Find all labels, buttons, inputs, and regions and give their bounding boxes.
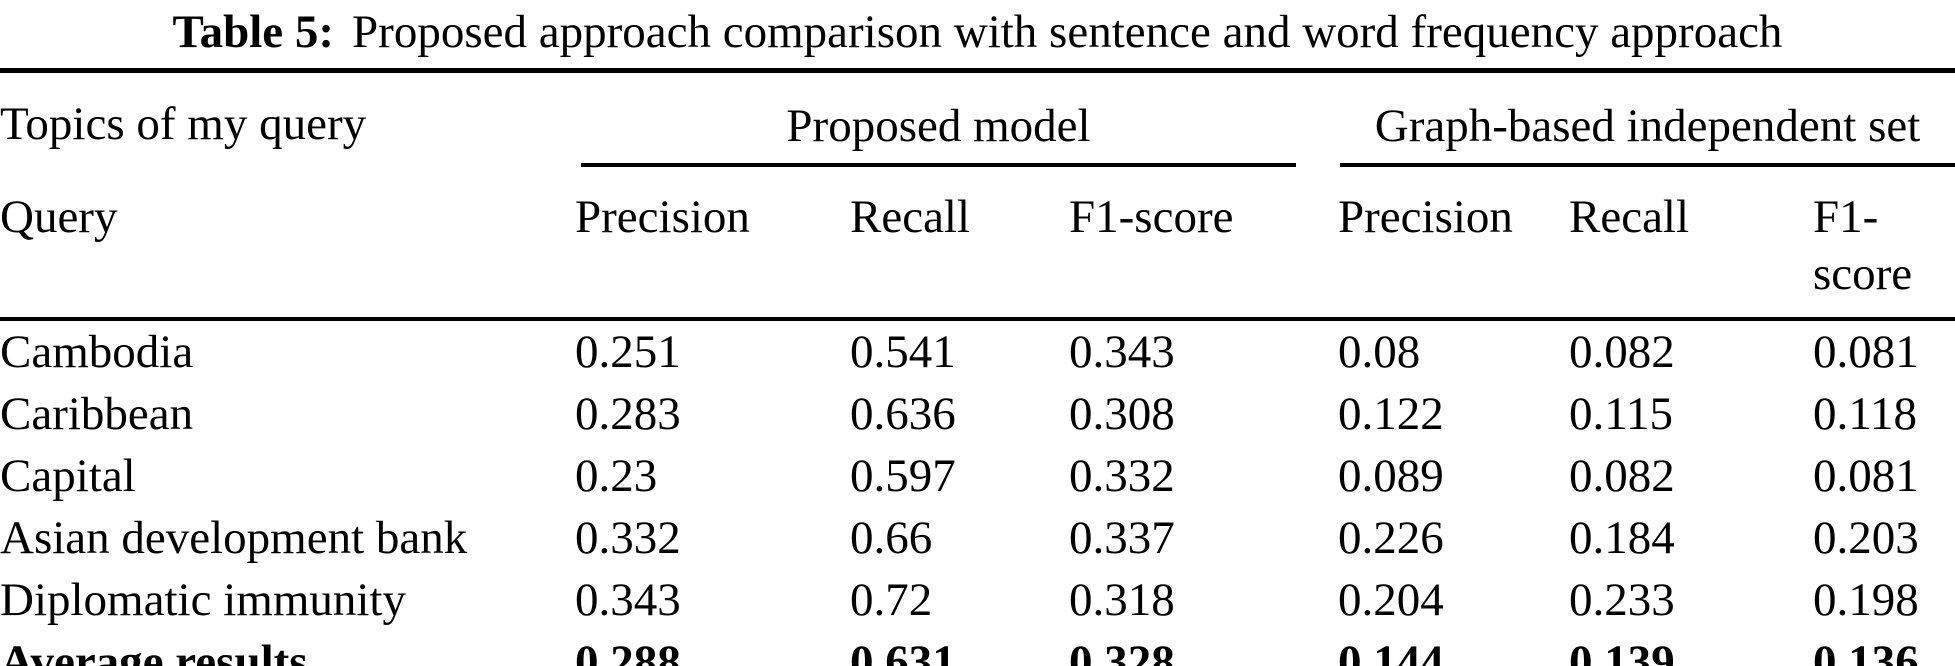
value-cell: 0.226 (1338, 511, 1444, 564)
value-cell: 0.288 (575, 631, 850, 666)
value-cell: 0.184 (1569, 511, 1675, 564)
value-cell: 0.089 (1338, 449, 1444, 502)
table-caption-text: Proposed approach comparison with senten… (352, 6, 1783, 58)
value-cell: 0.541 (850, 317, 1069, 383)
group-header-graph-based: Graph-based independent set (1338, 71, 1955, 167)
value-cell: 0.203 (1813, 511, 1919, 564)
query-cell: Cambodia (0, 317, 575, 383)
table-row: Caribbean 0.283 0.636 0.308 0.122 0.115 … (0, 383, 1955, 445)
value-cell: 0.233 (1569, 573, 1675, 626)
table-row: Diplomatic immunity 0.343 0.72 0.318 0.2… (0, 569, 1955, 631)
value-cell: 0.343 (575, 573, 681, 626)
value-cell: 0.631 (850, 631, 1069, 666)
value-cell: 0.136 (1813, 631, 1955, 666)
value-cell: 0.198 (1813, 573, 1919, 626)
table-row: Capital 0.23 0.597 0.332 0.089 0.082 0.0… (0, 445, 1955, 507)
results-table: Topics of my query Proposed model Graph-… (0, 68, 1955, 666)
value-cell: 0.318 (1069, 573, 1175, 626)
value-cell: 0.72 (850, 573, 933, 626)
value-cell: 0.082 (1569, 317, 1813, 383)
query-cell: Average results (0, 631, 575, 666)
value-cell: 0.23 (575, 449, 658, 502)
value-cell: 0.337 (1069, 511, 1175, 564)
value-cell: 0.636 (850, 387, 956, 440)
value-cell: 0.115 (1569, 387, 1674, 440)
value-cell: 0.081 (1813, 317, 1955, 383)
value-cell: 0.251 (575, 317, 850, 383)
column-header-proposed-recall: Recall (850, 191, 971, 243)
value-cell: 0.597 (850, 449, 956, 502)
table-caption: Table 5: Proposed approach comparison wit… (0, 0, 1955, 68)
column-header-graph-precision: Precision (1338, 191, 1513, 243)
table-row: Asian development bank 0.332 0.66 0.337 … (0, 507, 1955, 569)
value-cell: 0.332 (575, 511, 681, 564)
table-row-average: Average results 0.288 0.631 0.328 0.144 … (0, 631, 1955, 666)
value-cell: 0.308 (1069, 387, 1175, 440)
table-caption-label: Table 5: (172, 6, 335, 58)
row-header-line2: Query (0, 191, 118, 243)
value-cell: 0.204 (1338, 573, 1444, 626)
query-cell: Capital (0, 449, 136, 502)
column-header-graph-f1: F1-score (1813, 191, 1913, 300)
value-cell: 0.144 (1338, 631, 1569, 666)
value-cell: 0.343 (1069, 317, 1338, 383)
value-cell: 0.122 (1338, 387, 1444, 440)
value-cell: 0.139 (1569, 631, 1813, 666)
value-cell: 0.332 (1069, 449, 1175, 502)
column-header-row: Query Precision Recall F1-score Precisio… (0, 167, 1955, 319)
value-cell: 0.081 (1813, 449, 1919, 502)
value-cell: 0.66 (850, 511, 933, 564)
query-cell: Caribbean (0, 387, 194, 440)
value-cell: 0.328 (1069, 631, 1338, 666)
group-header-proposed-model: Proposed model (575, 71, 1338, 167)
group-header-proposed-model-label: Proposed model (581, 98, 1296, 167)
query-cell: Asian development bank (0, 511, 468, 564)
group-header-row: Topics of my query Proposed model Graph-… (0, 71, 1955, 167)
value-cell: 0.082 (1569, 449, 1675, 502)
group-header-graph-based-label: Graph-based independent set (1340, 98, 1955, 167)
value-cell: 0.283 (575, 387, 681, 440)
row-header-line1: Topics of my query (0, 98, 367, 150)
value-cell: 0.08 (1338, 317, 1569, 383)
column-header-proposed-precision: Precision (575, 191, 750, 243)
value-cell: 0.118 (1813, 387, 1918, 440)
query-cell: Diplomatic immunity (0, 573, 406, 626)
column-header-graph-recall: Recall (1569, 191, 1690, 243)
column-header-proposed-f1: F1-score (1069, 191, 1234, 243)
table-row: Cambodia 0.251 0.541 0.343 0.08 0.082 0.… (0, 317, 1955, 383)
